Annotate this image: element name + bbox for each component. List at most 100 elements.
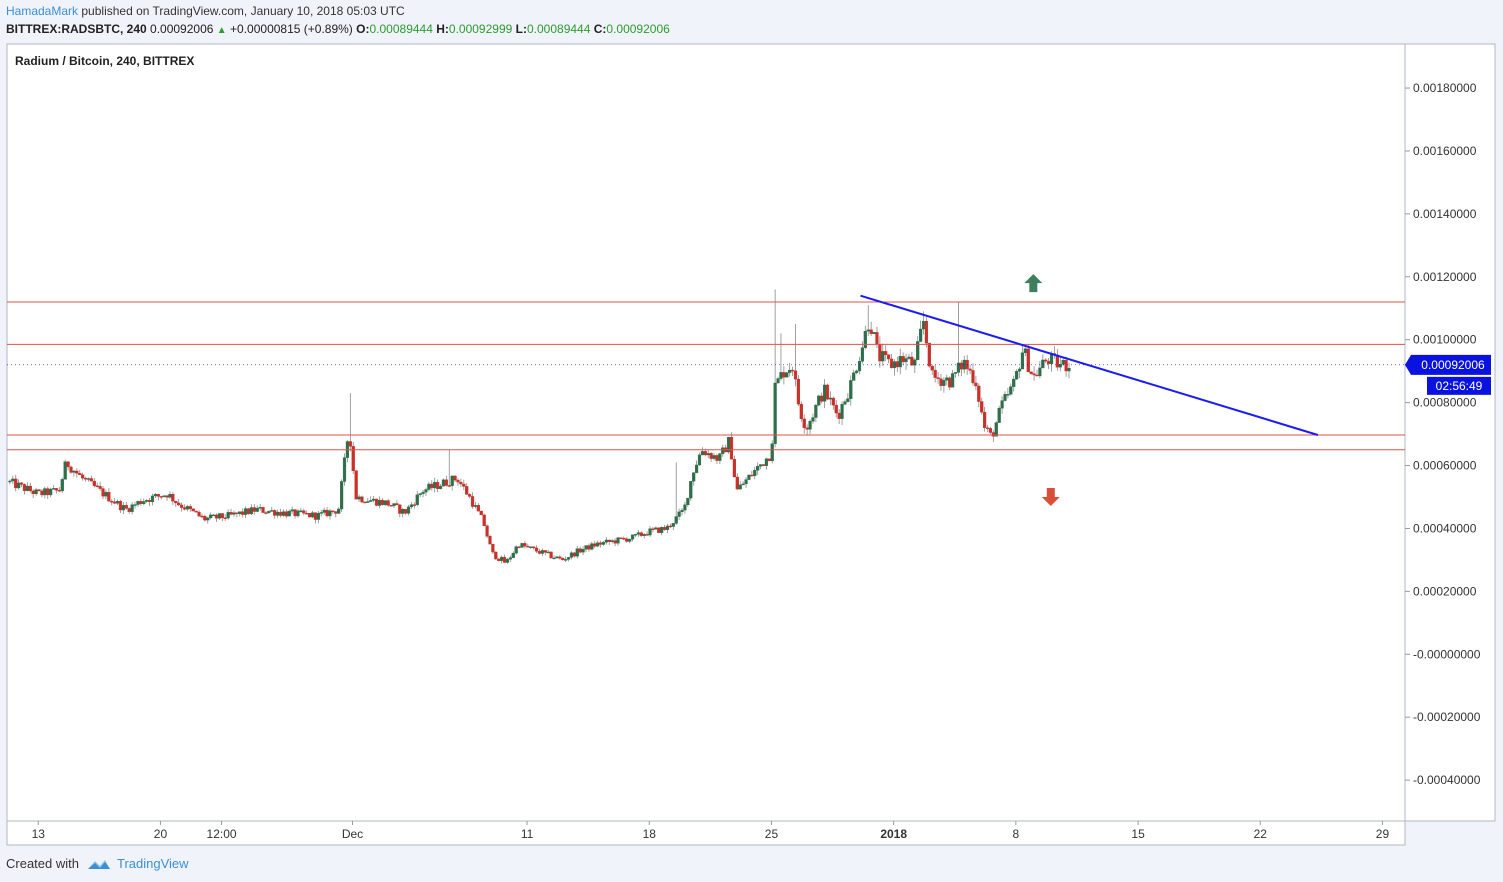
candle-up (665, 525, 670, 530)
x-ticks: 13 20 12:00 Dec 11 18 25 2018 8 15 22 29 (32, 821, 1390, 841)
high-label: H: (436, 22, 449, 36)
candle-down (558, 556, 562, 559)
candle-up (168, 494, 172, 498)
candle-down (534, 547, 539, 552)
candle-up (628, 538, 632, 542)
candle-up (630, 534, 635, 540)
close-value: 0.00092006 (606, 22, 670, 36)
candle-up (692, 472, 696, 482)
candle-up (916, 341, 920, 360)
current-price-tag (1405, 354, 1491, 375)
candle-down (456, 479, 460, 483)
candle-down (645, 534, 649, 536)
candle-up (741, 483, 745, 486)
y-tick-label: 0.00020000 (1413, 584, 1477, 598)
x-tick-label: 18 (643, 827, 657, 841)
candle-up (130, 504, 134, 512)
candle-up (34, 489, 38, 495)
price-axis[interactable] (1404, 43, 1496, 822)
candle-up (860, 347, 865, 362)
candle-down (965, 359, 969, 370)
candle-up (718, 453, 722, 461)
candle-down (107, 492, 111, 502)
candle-down (933, 369, 937, 378)
candle-up (185, 506, 189, 510)
candle-down (113, 501, 117, 504)
y-tick-label: -0.00040000 (1413, 773, 1481, 787)
candle-down (246, 508, 251, 515)
candle-up (209, 514, 213, 519)
candle-up (1061, 360, 1065, 365)
candle-up (642, 534, 646, 536)
candle-up (540, 550, 544, 554)
candle-down (470, 496, 475, 507)
candle-down (1029, 371, 1033, 374)
candle-up (409, 504, 414, 508)
candle-down (40, 490, 44, 496)
candle-up (142, 501, 146, 504)
candle-up (243, 508, 248, 515)
candle-up (907, 356, 911, 359)
candle-up (604, 539, 608, 543)
candle-down (1035, 374, 1039, 377)
candle-up (421, 491, 425, 494)
candle-down (174, 500, 178, 504)
candle-up (145, 500, 149, 502)
candle-up (770, 443, 774, 462)
plot-area[interactable] (6, 43, 1406, 822)
candle-up (756, 466, 760, 471)
candle-down (273, 510, 277, 516)
candle-up (811, 417, 815, 422)
candle-down (261, 507, 265, 513)
candle-down (19, 482, 24, 485)
x-tick-label: 29 (1376, 827, 1390, 841)
candle-up (956, 362, 961, 373)
candle-up (514, 546, 518, 554)
trendline[interactable] (860, 294, 1319, 436)
candle-up (863, 330, 867, 348)
last-price: 0.00092006 (150, 22, 214, 36)
countdown-tag (1427, 376, 1491, 395)
candle-down (31, 490, 35, 495)
candle-down (793, 370, 798, 380)
candle-up (1009, 386, 1013, 395)
chart-title: Radium / Bitcoin, 240, BITTREX (15, 54, 194, 68)
candle-down (805, 427, 809, 430)
candle-down (593, 543, 597, 547)
candle-up (275, 511, 280, 516)
candle-down (598, 542, 603, 545)
candle-up (441, 479, 446, 487)
candle-down (491, 543, 495, 553)
candle-down (302, 510, 306, 514)
candle-up (744, 479, 748, 485)
candle-down (479, 510, 483, 516)
tradingview-link[interactable]: TradingView (116, 856, 189, 871)
candle-up (843, 401, 847, 405)
candle-down (92, 480, 96, 486)
candle-down (639, 532, 643, 536)
candle-down (182, 507, 187, 510)
published-text: published on TradingView.com, January 10… (81, 4, 405, 18)
time-axis[interactable] (6, 820, 1406, 846)
candle-up (115, 501, 120, 504)
candle-down (625, 538, 629, 542)
candle-up (953, 372, 958, 374)
candle-down (799, 403, 803, 420)
candle-down (936, 377, 940, 379)
candle-up (747, 474, 751, 480)
candle-down (293, 509, 297, 517)
candle-down (651, 528, 655, 530)
author-link[interactable]: HamadaMark (6, 4, 79, 18)
candle-up (383, 500, 387, 505)
candle-down (974, 382, 978, 387)
candle-up (1012, 378, 1016, 387)
candle-down (968, 368, 972, 371)
candle-up (153, 494, 157, 497)
candle-down (313, 512, 318, 520)
candle-up (686, 497, 690, 505)
candle-down (69, 466, 73, 473)
candle-up (1041, 359, 1045, 369)
candle-down (884, 351, 888, 355)
arrow-down-icon (1041, 487, 1060, 506)
